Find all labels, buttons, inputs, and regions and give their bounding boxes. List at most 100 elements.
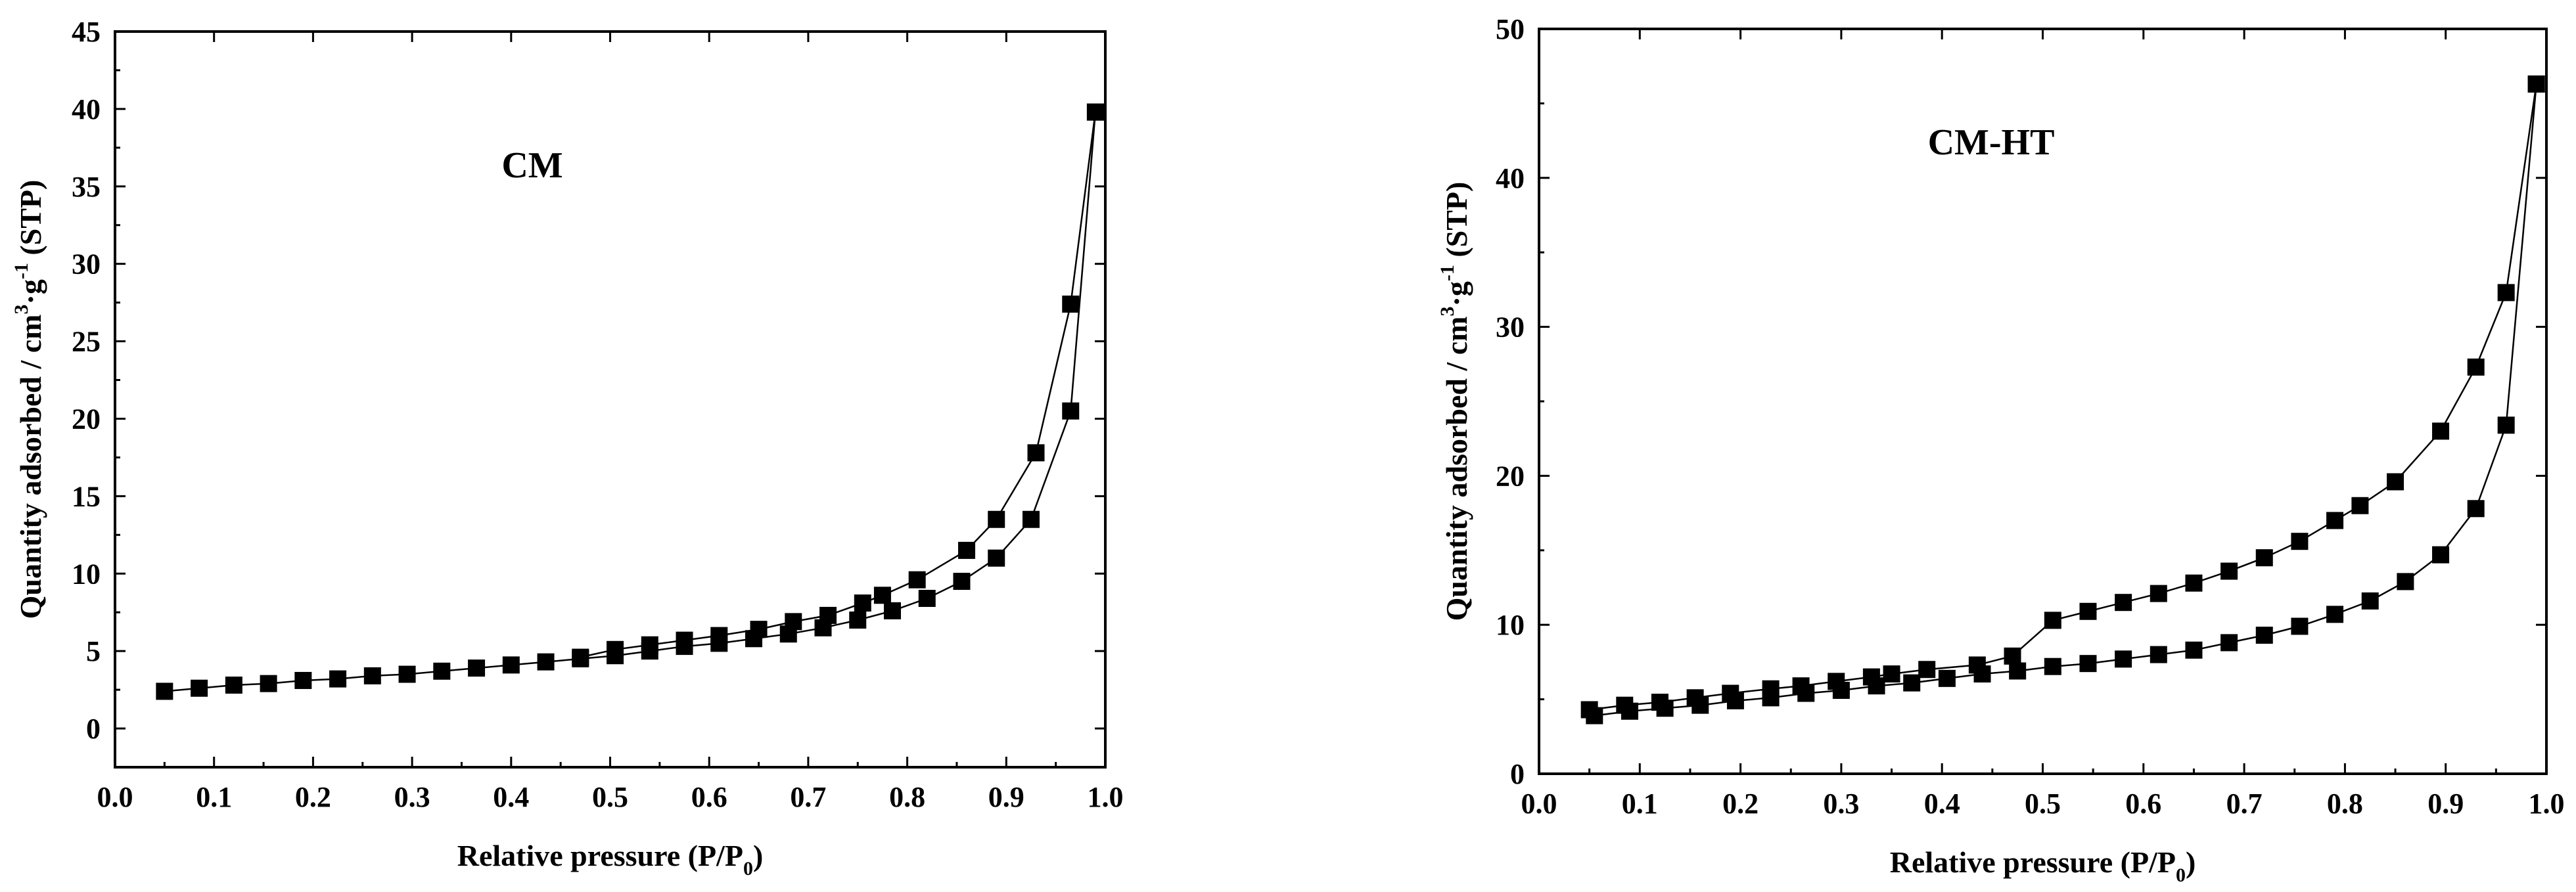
adsorption-point <box>260 675 277 692</box>
desorption-point <box>1862 668 1880 686</box>
adsorption-point <box>468 659 486 677</box>
adsorption-point <box>537 653 555 671</box>
desorption-point <box>2387 473 2404 491</box>
adsorption-point <box>329 670 347 688</box>
desorption-point <box>641 636 658 654</box>
y-tick-label: 40 <box>72 93 101 125</box>
adsorption-series-line <box>164 112 1097 692</box>
y-tick-label: 25 <box>72 326 101 358</box>
adsorption-point <box>2185 641 2203 659</box>
desorption-point <box>2326 512 2344 529</box>
desorption-point <box>2255 549 2273 567</box>
desorption-point <box>785 613 802 631</box>
adsorption-point <box>988 549 1005 567</box>
desorption-point <box>1580 701 1598 719</box>
adsorption-point <box>2079 655 2097 673</box>
chart-panel-cm: 0.0 0.1 0.2 0.3 0.4 0.5 0.6 0.7 0.8 0.9 1.0 0 5 10 15 2… <box>11 16 1124 880</box>
desorption-point <box>1722 684 1739 702</box>
adsorption-point <box>294 671 312 689</box>
desorption-point <box>2291 533 2309 550</box>
desorption-point <box>750 621 768 638</box>
x-tick-label: 0.1 <box>196 781 232 813</box>
adsorption-point <box>2115 650 2132 668</box>
chart-panel-cm-ht: 0.0 0.1 0.2 0.3 0.4 0.5 0.6 0.7 0.8 0.9 1.0 0 10 20 30… <box>1437 13 2565 886</box>
y-tick-label: 20 <box>1496 460 1525 492</box>
adsorption-point <box>2467 500 2485 518</box>
x-tick-label: 0.6 <box>691 781 727 813</box>
adsorption-point <box>156 682 173 700</box>
desorption-point <box>572 648 589 666</box>
y-tick-label: 35 <box>72 171 101 203</box>
desorption-point <box>2497 284 2515 301</box>
x-axis-label: Relative pressure (P/P0) <box>1890 845 2196 886</box>
adsorption-point <box>502 656 520 674</box>
x-tick-label: 0.2 <box>295 781 331 813</box>
adsorption-point <box>1062 402 1080 420</box>
desorption-point <box>2044 612 2061 629</box>
desorption-point <box>2467 358 2485 376</box>
desorption-point <box>1968 656 1986 674</box>
adsorption-point <box>918 589 936 607</box>
desorption-point <box>819 606 837 624</box>
adsorption-point <box>849 612 867 629</box>
x-tick-label: 0.4 <box>1924 788 1960 820</box>
adsorption-point <box>225 677 242 694</box>
x-tick-label: 0.8 <box>2327 788 2363 820</box>
x-tick-label: 0.5 <box>592 781 628 813</box>
panel-label: CM-HT <box>1928 122 2055 163</box>
desorption-point <box>2004 647 2021 665</box>
x-tick-label: 0.9 <box>2427 788 2464 820</box>
desorption-point <box>2185 574 2203 592</box>
desorption-point <box>1762 680 1780 698</box>
adsorption-point <box>2255 627 2273 644</box>
y-axis-label: Quantity adsorbed / cm3·g-1 (STP) <box>11 180 47 619</box>
x-tick-label: 0.0 <box>1521 788 1557 820</box>
y-tick-label: 50 <box>1496 13 1525 45</box>
adsorption-point <box>363 667 381 684</box>
adsorption-point <box>883 602 901 619</box>
desorption-point <box>710 627 728 644</box>
y-tick-label: 30 <box>72 248 101 280</box>
x-tick-label: 0.9 <box>988 781 1024 813</box>
desorption-point <box>958 541 976 559</box>
x-axis-label: Relative pressure (P/P0) <box>457 839 764 880</box>
x-tick-label: 0.4 <box>493 781 529 813</box>
x-tick-label: 0.3 <box>394 781 430 813</box>
x-tick-label: 0.1 <box>1622 788 1658 820</box>
adsorption-point <box>1903 674 1921 692</box>
panel-label: CM <box>501 145 563 186</box>
x-tick-label: 1.0 <box>2529 788 2565 820</box>
y-tick-label: 0 <box>86 713 101 745</box>
adsorption-point <box>2326 606 2344 623</box>
desorption-point <box>1651 694 1668 711</box>
x-tick-label: 0.3 <box>1823 788 1859 820</box>
adsorption-point <box>2220 634 2238 652</box>
adsorption-point <box>2291 617 2309 635</box>
y-tick-label: 10 <box>1496 609 1525 641</box>
desorption-point <box>908 571 926 589</box>
desorption-point <box>1792 677 1810 695</box>
y-tick-label: 40 <box>1496 162 1525 194</box>
y-tick-label: 45 <box>72 16 101 48</box>
desorption-point <box>2150 585 2167 602</box>
adsorption-series-line <box>1594 83 2537 717</box>
desorption-point <box>1686 689 1704 707</box>
desorption-point <box>607 640 624 658</box>
adsorption-point <box>2361 592 2379 610</box>
adsorption-point <box>2009 662 2027 680</box>
x-tick-label: 1.0 <box>1088 781 1124 813</box>
adsorption-point <box>2150 646 2167 663</box>
desorption-point <box>1616 696 1634 714</box>
adsorption-point <box>953 573 971 591</box>
adsorption-point <box>2044 658 2061 675</box>
x-tick-label: 0.0 <box>97 781 133 813</box>
y-tick-label: 5 <box>86 635 101 667</box>
adsorption-point <box>433 662 451 680</box>
desorption-point <box>676 631 693 649</box>
desorption-point <box>2220 562 2238 580</box>
y-axis-label: Quantity adsorbed / cm3·g-1 (STP) <box>1437 182 1473 621</box>
desorption-series-line <box>1589 83 2537 711</box>
desorption-point <box>1918 661 1936 679</box>
adsorption-point <box>398 665 416 683</box>
